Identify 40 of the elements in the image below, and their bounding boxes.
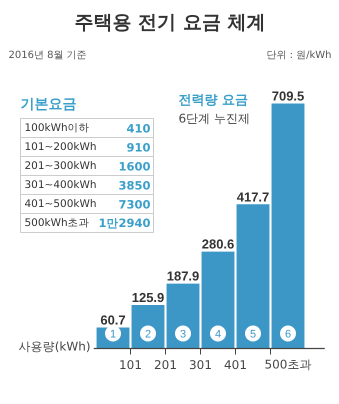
text: 500kWh초과 <box>24 217 90 229</box>
text: 기본요금 <box>20 96 76 112</box>
annotation: 1600 <box>118 160 151 174</box>
bar <box>202 252 234 348</box>
bar <box>166 284 200 348</box>
data-label: 709.5 <box>272 88 304 104</box>
text: 500초과 <box>264 358 312 372</box>
chart-subtitle: 2016년 8월 기준 <box>8 50 87 61</box>
annotation: 101~200kWh <box>24 141 96 153</box>
annotation: 301~400kWh <box>24 179 96 191</box>
bar <box>236 204 270 348</box>
text: 단위 : 원/kWh <box>266 50 332 61</box>
data-label: 417.7 <box>236 189 270 204</box>
x-tick-label: 6 <box>284 328 292 340</box>
x-tick-label: 1 <box>110 328 116 340</box>
annotation: 1만2940 <box>98 216 151 230</box>
text: 301 <box>189 358 212 372</box>
x-axis-title: 사용량(kWh) <box>18 340 91 354</box>
x-tick-label: 4 <box>214 328 222 340</box>
annotation: 201~300kWh <box>24 160 96 172</box>
data-label: 60.7 <box>100 312 126 328</box>
data-label: 280.6 <box>202 236 234 252</box>
annotation: 410 <box>126 122 151 136</box>
text: 201 <box>154 358 177 372</box>
x-tick-label: 2 <box>144 328 152 340</box>
text: 100kWh이하 <box>24 122 90 134</box>
annotation: 전력량 요금 <box>178 93 248 108</box>
text: 401 <box>224 358 247 372</box>
chart-title: 주택용 전기 요금 체계 <box>74 12 266 34</box>
annotation: 3850 <box>118 178 151 192</box>
text: 101 <box>119 358 142 372</box>
x-tick-label: 5 <box>250 328 256 340</box>
x-tick-label: 3 <box>180 328 186 340</box>
annotation: 6단계 누진제 <box>178 112 250 126</box>
data-label: 125.9 <box>132 290 164 306</box>
data-label: 187.9 <box>166 268 200 284</box>
annotation: 401~500kWh <box>24 198 96 210</box>
annotation: 7300 <box>118 198 151 212</box>
bar <box>272 104 304 348</box>
annotation: 910 <box>126 140 151 154</box>
